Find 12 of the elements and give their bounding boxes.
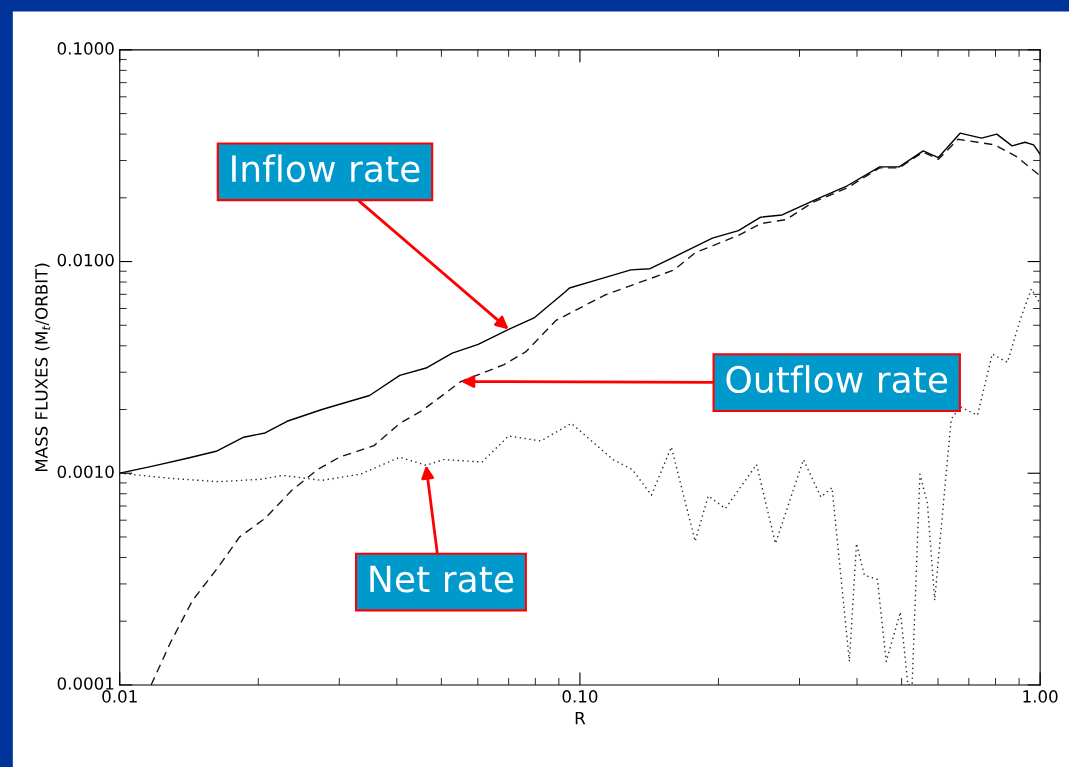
annotation: Net rate	[370, 565, 514, 593]
y-tick-label: 0.0001	[57, 677, 114, 690]
x-tick-label: 1.00	[1023, 690, 1058, 703]
y-tick-label: 0.1000	[57, 42, 114, 55]
annotation: Outflow rate	[726, 365, 948, 394]
x-tick-label: 0.10	[562, 690, 598, 703]
y-tick-label: 0.0010	[57, 465, 114, 479]
x-tick-label: 0.01	[102, 690, 137, 703]
y-axis-title: MASS FLUXES (M$_{t}$/ORBIT)	[34, 263, 51, 472]
y-tick-label: 0.0100	[57, 253, 114, 267]
x-axis-title: R	[575, 711, 586, 725]
annotation: Inflow rate	[232, 154, 420, 183]
